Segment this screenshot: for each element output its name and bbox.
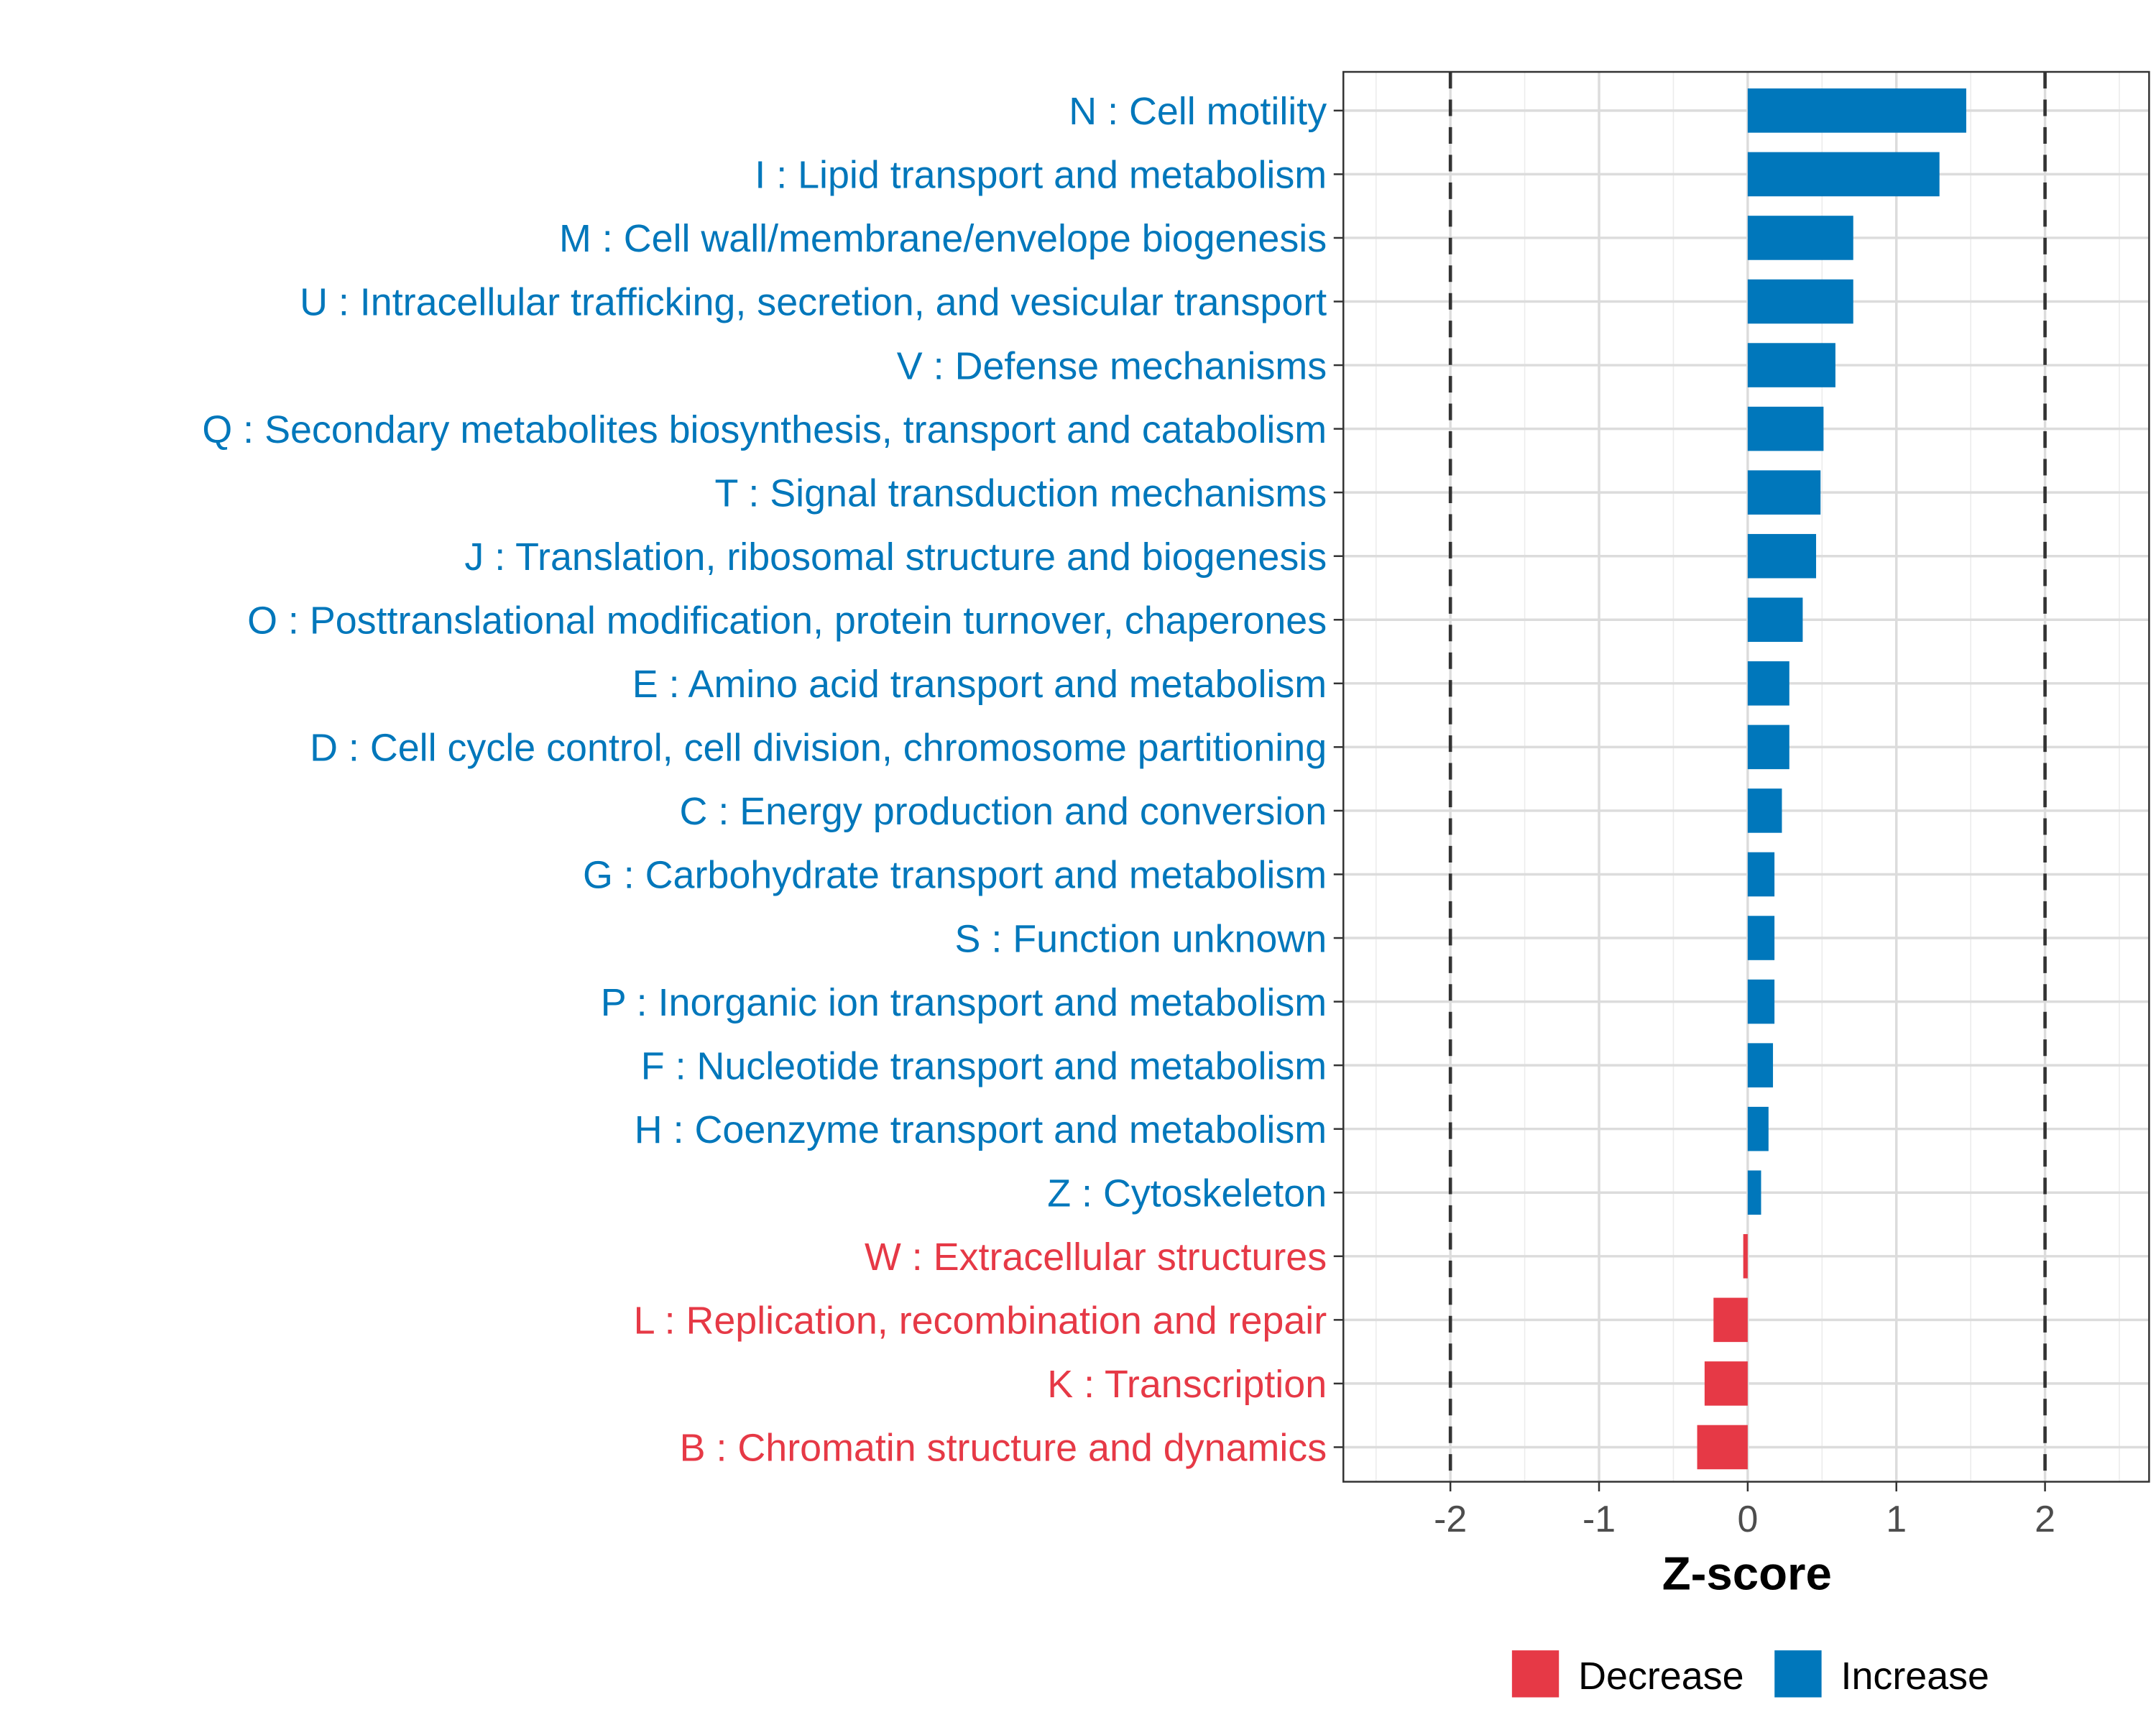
category-label: N : Cell motility: [1069, 90, 1327, 133]
bar: [1747, 343, 1835, 387]
category-label: D : Cell cycle control, cell division, c…: [310, 727, 1327, 770]
category-label: C : Energy production and conversion: [679, 790, 1327, 833]
category-label: Z : Cytoskeleton: [1047, 1172, 1327, 1215]
x-tick-label: -2: [1434, 1499, 1467, 1540]
bar: [1747, 661, 1789, 706]
x-tick-label: 2: [2035, 1499, 2055, 1540]
bar: [1747, 406, 1824, 451]
category-label: T : Signal transduction mechanisms: [714, 472, 1327, 515]
bar: [1747, 916, 1775, 960]
bar: [1697, 1425, 1748, 1470]
category-label: S : Function unknown: [954, 917, 1327, 960]
bar: [1747, 279, 1853, 324]
bar: [1747, 470, 1821, 515]
bar: [1747, 788, 1782, 833]
bar: [1747, 724, 1789, 770]
bar: [1747, 1170, 1761, 1215]
plot-panel-border: [1342, 70, 2150, 1483]
bar: [1747, 852, 1775, 897]
category-label: E : Amino acid transport and metabolism: [632, 663, 1327, 706]
reference-lines: [1448, 72, 2047, 1482]
x-tick-label: -1: [1583, 1499, 1616, 1540]
category-label: L : Replication, recombination and repai…: [634, 1300, 1327, 1343]
legend-swatch-increase: [1774, 1650, 1822, 1698]
bar: [1747, 597, 1803, 643]
category-labels: N : Cell motility I : Lipid transport and…: [202, 90, 1344, 1470]
category-label: W : Extracellular structures: [865, 1236, 1327, 1279]
category-label: J : Translation, ribosomal structure and…: [464, 535, 1327, 579]
legend: Decrease Increase: [1511, 1650, 1989, 1698]
category-label: I : Lipid transport and metabolism: [755, 154, 1327, 197]
bar: [1747, 88, 1966, 133]
category-label: O : Posttranslational modification, prot…: [247, 599, 1327, 643]
bar: [1704, 1361, 1748, 1406]
bar: [1747, 533, 1817, 579]
category-label: V : Defense mechanisms: [897, 344, 1327, 387]
category-label: M : Cell wall/membrane/envelope biogenes…: [559, 217, 1327, 260]
bar: [1713, 1297, 1748, 1343]
bar: [1743, 1234, 1748, 1279]
x-axis-ticks: -2 -1 0 1 2: [1434, 1481, 2055, 1540]
legend-label-increase: Increase: [1841, 1655, 1989, 1698]
legend-swatch-decrease: [1511, 1650, 1560, 1698]
bar: [1747, 1106, 1769, 1151]
category-label: B : Chromatin structure and dynamics: [680, 1427, 1327, 1470]
bar: [1747, 152, 1940, 197]
category-label: F : Nucleotide transport and metabolism: [641, 1044, 1327, 1087]
x-tick-label: 0: [1737, 1499, 1758, 1540]
category-label: H : Coenzyme transport and metabolism: [635, 1108, 1327, 1151]
bars: [1697, 88, 1966, 1470]
category-label: Q : Secondary metabolites biosynthesis, …: [202, 408, 1327, 451]
legend-label-decrease: Decrease: [1578, 1655, 1743, 1698]
x-tick-label: 1: [1886, 1499, 1907, 1540]
bar: [1747, 979, 1775, 1024]
category-label: P : Inorganic ion transport and metaboli…: [601, 981, 1327, 1024]
category-label: U : Intracellular trafficking, secretion…: [300, 281, 1327, 324]
bar: [1747, 1043, 1774, 1087]
category-label: K : Transcription: [1047, 1363, 1327, 1406]
bar: [1747, 216, 1853, 260]
category-label: G : Carbohydrate transport and metabolis…: [583, 854, 1327, 897]
x-axis-title: Z-score: [1662, 1547, 1832, 1600]
